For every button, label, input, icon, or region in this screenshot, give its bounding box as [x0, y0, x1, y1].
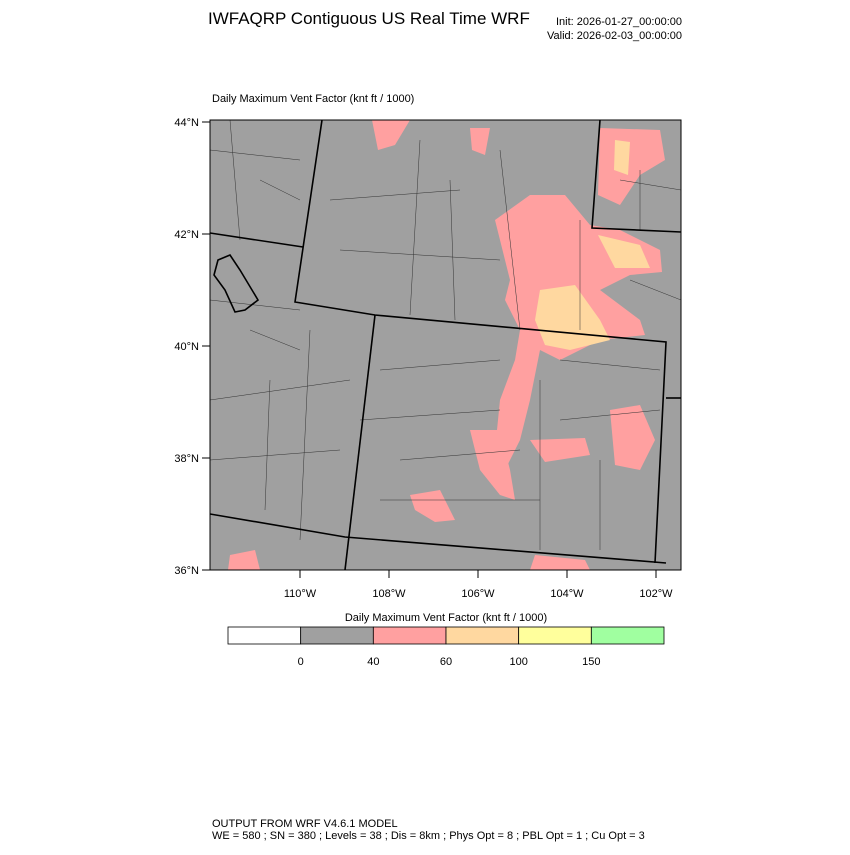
footer-line: WE = 580 ; SN = 380 ; Levels = 38 ; Dis … [212, 830, 645, 842]
map [209, 119, 682, 571]
lat-label: 42°N [174, 229, 199, 241]
colorbar-label: 0 [298, 656, 304, 668]
lon-label: 104°W [550, 588, 584, 600]
colorbar-box [590, 626, 665, 645]
lat-label: 44°N [174, 117, 199, 129]
colorbar-box [372, 626, 447, 645]
lon-label: 106°W [461, 588, 495, 600]
lon-axis: 110°W 108°W 106°W 104°W 102°W [284, 570, 673, 600]
colorbar-label: 60 [440, 656, 452, 668]
lon-label: 108°W [372, 588, 406, 600]
lat-axis: 44°N 42°N 40°N 38°N 36°N [174, 117, 210, 577]
page-title: IWFAQRP Contiguous US Real Time WRF [208, 9, 530, 28]
colorbar-box [445, 626, 520, 645]
vent-field [228, 120, 665, 570]
valid-time: Valid: 2026-02-03_00:00:00 [547, 30, 682, 42]
map-title: Daily Maximum Vent Factor (knt ft / 1000… [212, 93, 414, 105]
colorbar-box [518, 626, 592, 645]
lon-label: 110°W [284, 588, 317, 600]
init-time: Init: 2026-01-27_00:00:00 [556, 16, 682, 28]
colorbar: 0 40 60 100 150 [227, 626, 665, 668]
colorbar-label: 150 [582, 656, 600, 668]
colorbar-title: Daily Maximum Vent Factor (knt ft / 1000… [345, 612, 547, 624]
colorbar-box [227, 626, 302, 645]
boundaries [210, 120, 681, 570]
lon-label: 102°W [639, 588, 673, 600]
colorbar-label: 100 [509, 656, 527, 668]
colorbar-box [300, 626, 374, 645]
colorbar-label: 40 [367, 656, 379, 668]
map-frame [209, 119, 682, 571]
footer-line: OUTPUT FROM WRF V4.6.1 MODEL [212, 818, 398, 830]
lat-label: 38°N [174, 453, 199, 465]
lat-label: 40°N [174, 341, 199, 353]
lat-label: 36°N [174, 565, 199, 577]
